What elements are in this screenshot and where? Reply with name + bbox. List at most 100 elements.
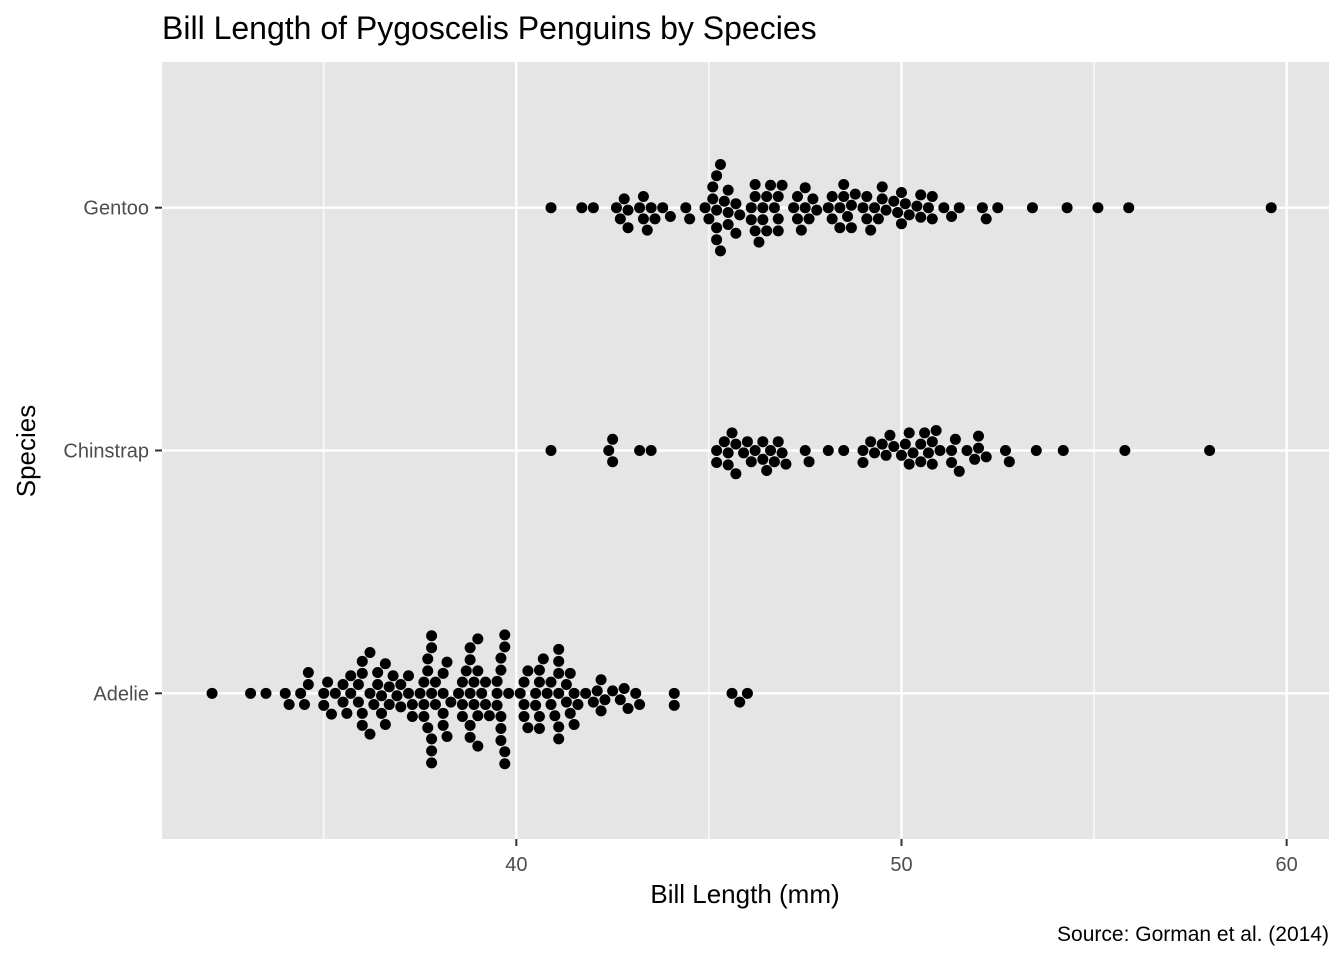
data-point — [730, 198, 742, 210]
data-point — [572, 699, 584, 711]
data-point — [533, 676, 545, 688]
data-point — [711, 204, 723, 216]
data-point — [973, 430, 985, 442]
data-point — [472, 740, 484, 752]
data-point — [545, 445, 557, 456]
data-point — [595, 705, 607, 717]
data-point — [822, 445, 834, 456]
data-point — [730, 227, 742, 239]
data-point — [426, 630, 438, 642]
data-point — [472, 665, 484, 677]
data-point — [495, 652, 507, 664]
data-point — [699, 202, 711, 214]
data-point — [279, 687, 291, 699]
data-point — [1026, 202, 1038, 214]
data-point — [337, 696, 349, 708]
x-tick-label: 60 — [1276, 854, 1298, 876]
data-point — [799, 202, 811, 214]
data-point — [757, 202, 769, 214]
data-point — [468, 676, 480, 688]
data-point — [922, 447, 934, 459]
data-point — [822, 202, 834, 214]
data-point — [587, 202, 599, 214]
x-tick-label: 50 — [890, 854, 912, 876]
data-point — [630, 687, 642, 699]
data-point — [973, 442, 985, 454]
data-point — [283, 699, 295, 711]
data-point — [587, 696, 599, 708]
data-point — [961, 445, 973, 456]
data-point — [553, 687, 565, 699]
data-point — [607, 685, 619, 697]
data-point — [576, 202, 588, 214]
data-point — [414, 687, 426, 699]
data-point — [915, 438, 927, 450]
data-point — [845, 199, 857, 211]
data-point — [418, 676, 430, 688]
data-point — [518, 711, 530, 723]
data-point — [545, 676, 557, 688]
x-axis: 40 50 60 — [505, 839, 1298, 876]
data-point — [641, 224, 653, 236]
data-point — [722, 459, 734, 471]
data-point — [568, 719, 580, 731]
data-point — [919, 427, 931, 439]
data-point — [780, 458, 792, 470]
data-point — [522, 722, 534, 734]
data-point — [395, 679, 407, 691]
data-point — [776, 179, 788, 191]
data-point — [791, 190, 803, 202]
data-point — [599, 694, 611, 706]
data-point — [684, 213, 696, 225]
data-point — [426, 757, 438, 769]
data-point — [437, 687, 449, 699]
data-point — [892, 206, 904, 218]
data-point — [418, 699, 430, 711]
data-point — [634, 445, 646, 456]
data-point — [838, 190, 850, 202]
data-point — [441, 656, 453, 668]
data-point — [364, 647, 376, 659]
data-point — [791, 213, 803, 225]
data-point — [880, 204, 892, 216]
data-point — [768, 456, 780, 468]
data-point — [468, 699, 480, 711]
data-point — [437, 719, 449, 731]
data-point — [460, 665, 472, 677]
data-point — [907, 447, 919, 459]
data-point — [718, 436, 730, 448]
data-point — [260, 687, 272, 699]
data-point — [753, 236, 765, 248]
major-gridlines — [162, 62, 1329, 839]
data-point — [722, 206, 734, 218]
data-point — [749, 445, 761, 456]
data-point — [537, 653, 549, 665]
data-point — [714, 158, 726, 170]
data-point — [714, 245, 726, 257]
data-point — [795, 224, 807, 236]
data-point — [429, 676, 441, 688]
data-point — [580, 687, 592, 699]
data-point — [861, 213, 873, 225]
data-point — [337, 679, 349, 691]
data-point — [530, 699, 542, 711]
data-point — [857, 202, 869, 214]
data-point — [503, 687, 515, 699]
data-point — [545, 699, 557, 711]
data-point — [895, 449, 907, 461]
data-point — [788, 202, 800, 214]
data-point — [533, 664, 545, 676]
data-point — [722, 218, 734, 230]
data-point — [1092, 202, 1104, 214]
data-point — [495, 735, 507, 747]
data-point — [618, 193, 630, 205]
y-axis-title: Species — [11, 405, 41, 498]
data-point — [865, 436, 877, 448]
data-point — [915, 456, 927, 468]
data-point — [553, 643, 565, 655]
data-point — [445, 696, 457, 708]
data-point — [395, 701, 407, 713]
data-point — [915, 211, 927, 223]
data-point — [738, 447, 750, 459]
data-point — [614, 213, 626, 225]
